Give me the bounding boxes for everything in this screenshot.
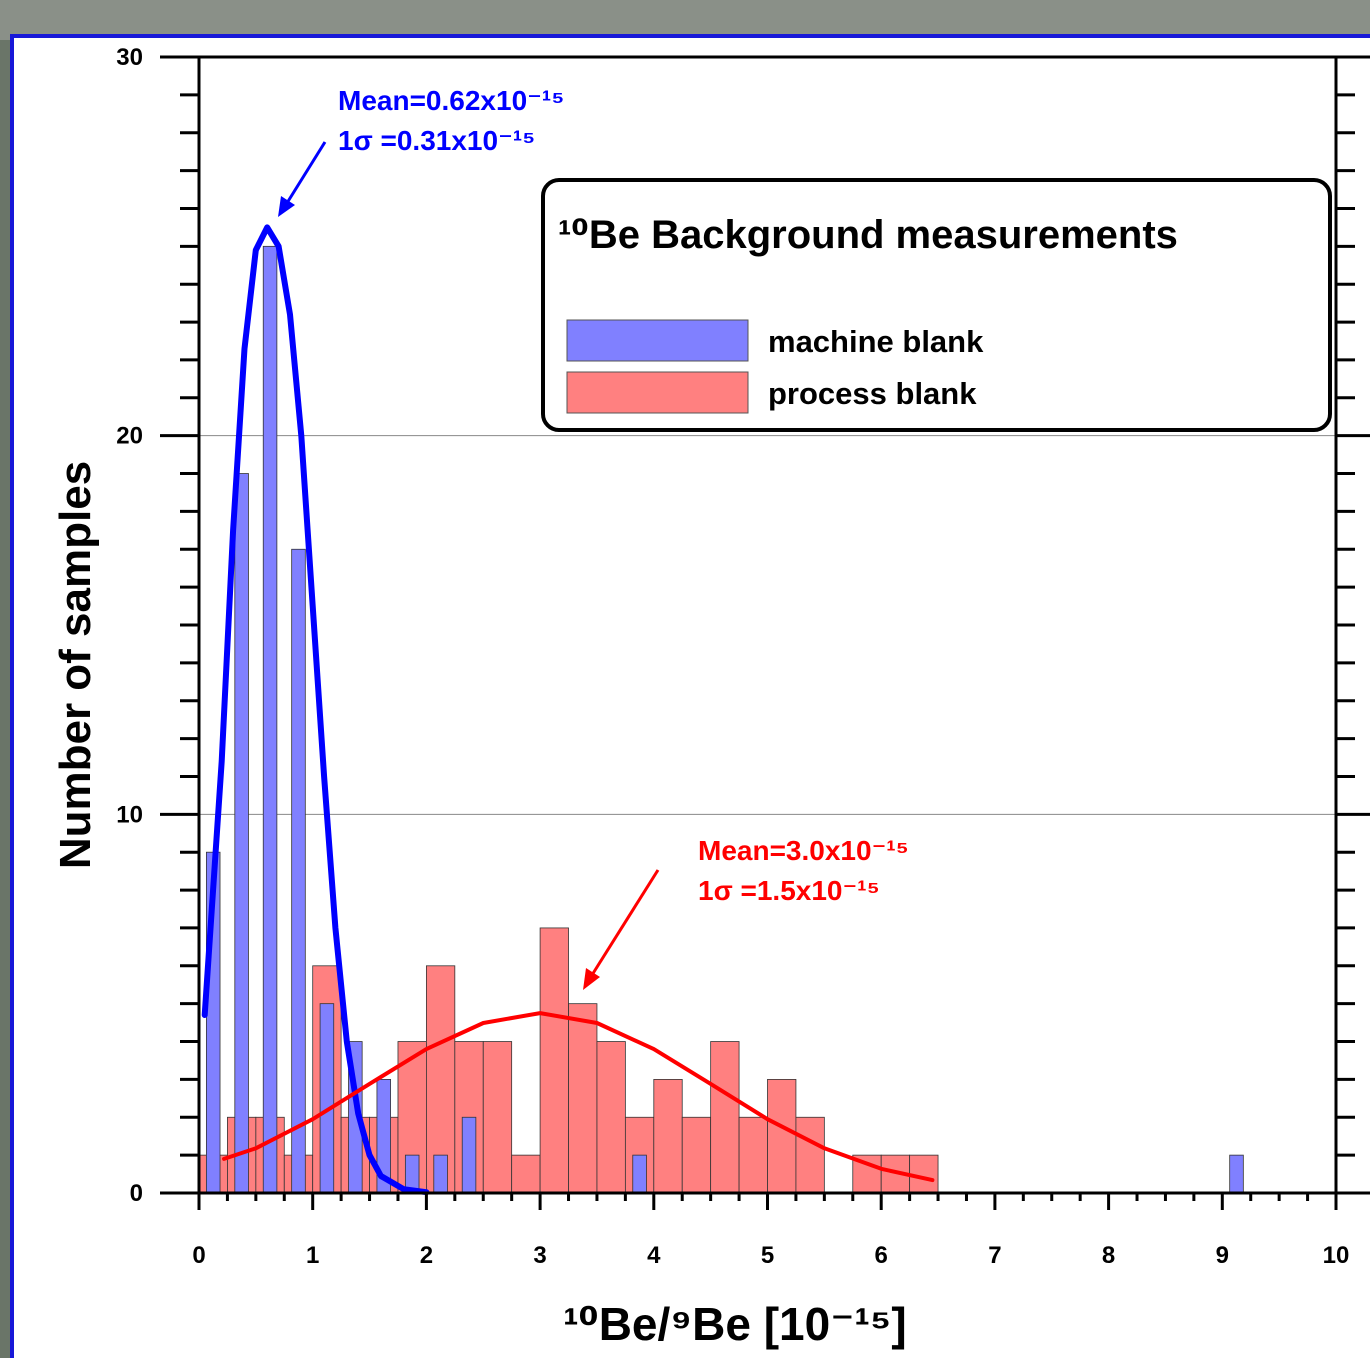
bar (795, 1116, 825, 1194)
bar (710, 1041, 740, 1194)
arrow-head (583, 968, 600, 990)
legend: machine blank process blank (566, 319, 984, 414)
y-tick-label: 20 (116, 423, 143, 450)
bar (482, 1041, 513, 1194)
annotation-arrow (583, 869, 660, 990)
x-tick-label: 4 (647, 1242, 661, 1269)
legend-title: ¹⁰Be Background measurements (558, 213, 1178, 257)
arrow-shaft (285, 141, 327, 204)
bar (433, 1154, 448, 1194)
legend-label: process blank (768, 376, 977, 411)
bar (291, 548, 306, 1194)
x-tick-label: 10 (1323, 1242, 1350, 1269)
x-tick-label: 2 (420, 1242, 433, 1269)
x-tick-label: 0 (192, 1242, 205, 1269)
x-tick-label: 6 (875, 1242, 888, 1269)
x-tick-label: 8 (1102, 1242, 1115, 1269)
x-tick-label: 1 (306, 1242, 319, 1269)
legend-swatch (566, 371, 749, 414)
bar (234, 473, 249, 1194)
x-tick-label: 3 (533, 1242, 546, 1269)
plot-area: 0 10 20 30 0 1 2 3 4 5 6 7 8 9 10 (116, 44, 1370, 1269)
bar (319, 1003, 335, 1194)
annotation: Mean=3.0x10⁻¹⁵ (698, 835, 909, 866)
bar (262, 245, 278, 1194)
annotation: 1σ =1.5x10⁻¹⁵ (698, 875, 880, 906)
y-tick-label: 0 (130, 1180, 143, 1207)
legend-box (541, 178, 1332, 432)
background-strip (0, 0, 1370, 40)
annotation-arrow (278, 141, 327, 217)
y-tick-label: 10 (116, 801, 143, 828)
x-tick-label: 7 (988, 1242, 1001, 1269)
bar (767, 1079, 797, 1194)
bar (681, 1116, 712, 1194)
fit-curve (201, 224, 430, 1196)
bar (539, 927, 569, 1194)
annotation: Mean=0.62x10⁻¹⁵ (338, 85, 564, 116)
bar (653, 1079, 683, 1194)
x-axis-label: ¹⁰Be/⁹Be [10⁻¹⁵] (563, 1298, 906, 1350)
arrow-shaft (590, 869, 660, 976)
bar (596, 1041, 626, 1194)
x-tick-label: 9 (1216, 1242, 1229, 1269)
fit-curve (222, 1011, 935, 1183)
y-axis-label: Number of samples (51, 461, 100, 869)
bar (738, 1116, 768, 1194)
annotation: 1σ =0.31x10⁻¹⁵ (338, 125, 535, 156)
bar (568, 1003, 598, 1194)
bar (511, 1154, 541, 1194)
x-tick-label: 5 (761, 1242, 774, 1269)
bar (909, 1154, 939, 1194)
bar (1229, 1154, 1244, 1194)
bar (632, 1154, 647, 1194)
bar (461, 1116, 477, 1194)
arrow-head (278, 196, 295, 217)
legend-swatch (566, 319, 749, 362)
y-tick-label: 30 (116, 44, 143, 71)
legend-label: machine blank (768, 324, 984, 359)
